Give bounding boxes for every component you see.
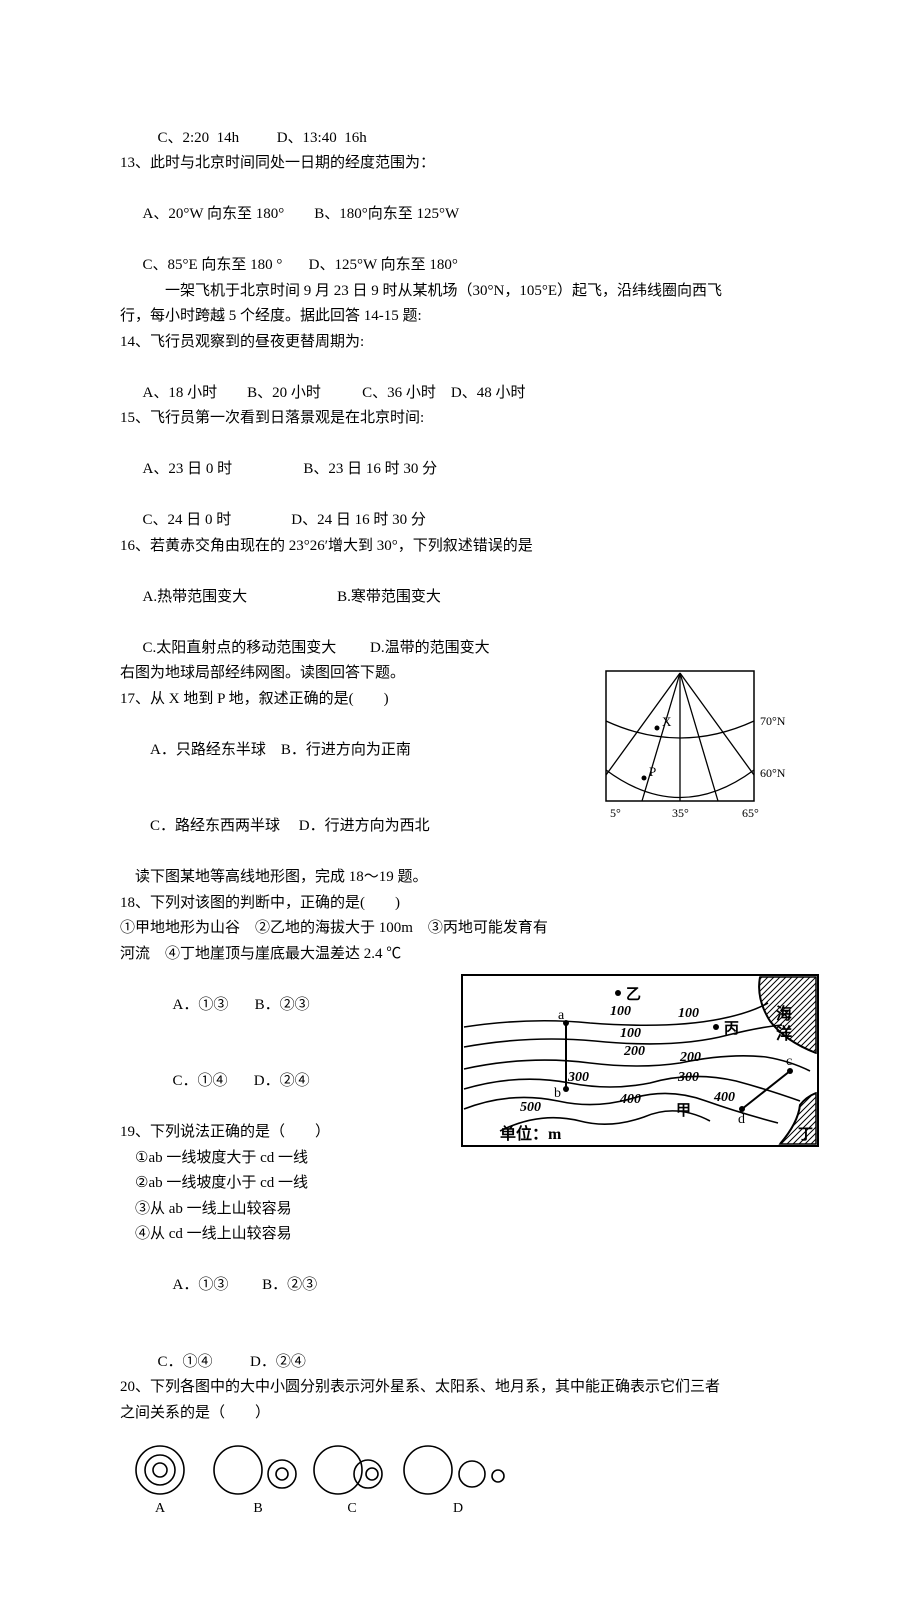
svg-text:5°: 5° <box>610 806 621 820</box>
q15-optD: D、24 日 16 时 30 分 <box>291 512 426 528</box>
q20-figure: A B C D <box>120 1438 800 1518</box>
q19-opts-row1: A．①③ B．②③ <box>120 1248 460 1325</box>
q19-opt4: ④从 cd 一线上山较容易 <box>120 1222 460 1248</box>
q19-opt3: ③从 ab 一线上山较容易 <box>120 1197 460 1223</box>
q14-optD: D、48 小时 <box>451 385 526 401</box>
q14-opts: A、18 小时 B、20 小时 C、36 小时 D、48 小时 <box>120 355 800 406</box>
q19-opt1: ①ab 一线坡度大于 cd 一线 <box>120 1146 460 1172</box>
svg-text:b: b <box>554 1086 561 1101</box>
q17-optD: D．行进方向为西北 <box>299 818 430 834</box>
svg-text:单位：m: 单位：m <box>500 1124 562 1143</box>
q15-stem: 15、飞行员第一次看到日落景观是在北京时间: <box>120 406 800 432</box>
svg-text:200: 200 <box>623 1044 645 1059</box>
q18-line2: 河流 ④丁地崖顶与崖底最大温差达 2.4 ℃ <box>120 942 800 968</box>
svg-text:400: 400 <box>619 1092 641 1107</box>
svg-text:C: C <box>347 1501 356 1516</box>
svg-text:35°: 35° <box>672 806 689 820</box>
q17-optA: A．只路经东半球 <box>150 742 266 758</box>
svg-text:300: 300 <box>677 1070 699 1085</box>
q15-opts-row2: C、24 日 0 时 D、24 日 16 时 30 分 <box>120 483 800 534</box>
q16-opts-row1: A.热带范围变大 B.寒带范围变大 <box>120 559 800 610</box>
passage14-line1: 一架飞机于北京时间 9 月 23 日 9 时从某机场（30°N，105°E）起飞… <box>120 279 800 305</box>
svg-text:100: 100 <box>678 1006 699 1021</box>
q15-opts-row1: A、23 日 0 时 B、23 日 16 时 30 分 <box>120 432 800 483</box>
svg-text:A: A <box>155 1501 166 1516</box>
svg-text:100: 100 <box>610 1004 631 1019</box>
q13-optA: A、20°W 向东至 180° <box>143 206 285 222</box>
q13-optC: C、85°E 向东至 180 ° <box>143 257 283 273</box>
q13-opts-row2: C、85°E 向东至 180 ° D、125°W 向东至 180° <box>120 228 800 279</box>
q16-opts-row2: C.太阳直射点的移动范围变大 D.温带的范围变大 <box>120 610 800 661</box>
q18-optD: D．②④ <box>254 1073 310 1089</box>
svg-text:70°N: 70°N <box>760 714 786 728</box>
q19-opts-row2: C．①④ D．②④ <box>120 1324 800 1375</box>
q18-opts-row2: C．①④ D．②④ <box>120 1044 460 1121</box>
q13-optB: B、180°向东至 125°W <box>314 206 459 222</box>
svg-text:乙: 乙 <box>626 987 641 1003</box>
svg-text:d: d <box>738 1112 745 1127</box>
q18-line1: ①甲地地形为山谷 ②乙地的海拔大于 100m ③丙地可能发育有 <box>120 916 800 942</box>
q19-optB: B．②③ <box>262 1277 317 1293</box>
contour-figure: 100 100 100 200 200 300 300 400 400 500 … <box>460 967 820 1148</box>
q14-optC: C、36 小时 <box>362 385 436 401</box>
q19-optC: C．①④ <box>158 1354 213 1370</box>
svg-text:500: 500 <box>520 1100 541 1115</box>
q13-optD: D、125°W 向东至 180° <box>309 257 458 273</box>
svg-text:c: c <box>786 1054 792 1069</box>
svg-text:甲: 甲 <box>676 1102 691 1119</box>
q14-optA: A、18 小时 <box>143 385 218 401</box>
svg-text:300: 300 <box>567 1070 589 1085</box>
q16-stem: 16、若黄赤交角由现在的 23°26′增大到 30°，下列叙述错误的是 <box>120 534 800 560</box>
svg-text:100: 100 <box>620 1026 641 1041</box>
q18-opts-row1: A．①③ B．②③ <box>120 967 460 1044</box>
globe-figure: X P 70°N 60°N 5° 35° 65° <box>600 665 800 830</box>
q16-optB: B.寒带范围变大 <box>337 589 441 605</box>
q15-optB: B、23 日 16 时 30 分 <box>303 461 437 477</box>
q12-optC: C、2:20 14h <box>158 130 240 146</box>
q18-optA: A．①③ <box>173 997 229 1013</box>
svg-text:D: D <box>453 1501 463 1516</box>
passage14-line2: 行，每小时跨越 5 个经度。据此回答 14-15 题: <box>120 304 800 330</box>
q14-optB: B、20 小时 <box>247 385 321 401</box>
q16-optC: C.太阳直射点的移动范围变大 <box>143 640 337 656</box>
q19-opt2: ②ab 一线坡度小于 cd 一线 <box>120 1171 460 1197</box>
q19-optA: A．①③ <box>173 1277 229 1293</box>
svg-text:200: 200 <box>679 1050 701 1065</box>
svg-text:a: a <box>558 1008 565 1023</box>
svg-text:B: B <box>253 1501 262 1516</box>
q18-optB: B．②③ <box>255 997 310 1013</box>
q19-stem: 19、下列说法正确的是（ ） <box>120 1120 460 1146</box>
q18-optC: C．①④ <box>173 1073 228 1089</box>
svg-text:60°N: 60°N <box>760 766 786 780</box>
svg-text:X: X <box>662 714 672 729</box>
svg-text:65°: 65° <box>742 806 759 820</box>
q19-optD: D．②④ <box>250 1354 306 1370</box>
svg-text:洋: 洋 <box>776 1024 792 1043</box>
svg-text:丁: 丁 <box>798 1127 813 1143</box>
q15-optA: A、23 日 0 时 <box>143 461 233 477</box>
q17-optB: B．行进方向为正南 <box>281 742 411 758</box>
q12-optD: D、13:40 16h <box>277 130 367 146</box>
q16-optA: A.热带范围变大 <box>143 589 248 605</box>
svg-text:P: P <box>649 764 656 779</box>
q18-stem: 18、下列对该图的判断中，正确的是( ) <box>120 891 800 917</box>
q20-stem1: 20、下列各图中的大中小圆分别表示河外星系、太阳系、地月系，其中能正确表示它们三… <box>120 1375 800 1401</box>
q16-optD: D.温带的范围变大 <box>370 640 490 656</box>
q12-options: C、2:20 14h D、13:40 16h <box>120 100 800 151</box>
q17-optC: C．路经东西两半球 <box>150 818 280 834</box>
passage18: 读下图某地等高线地形图，完成 18～19 题。 <box>120 865 800 891</box>
svg-text:400: 400 <box>713 1090 735 1105</box>
sea-label: 海 <box>776 1004 792 1023</box>
q13-opts-row1: A、20°W 向东至 180° B、180°向东至 125°W <box>120 177 800 228</box>
q14-stem: 14、飞行员观察到的昼夜更替周期为: <box>120 330 800 356</box>
svg-text:丙: 丙 <box>724 1020 739 1037</box>
q13-stem: 13、此时与北京时间同处一日期的经度范围为： <box>120 151 800 177</box>
q20-stem2: 之间关系的是（ ） <box>120 1401 800 1427</box>
q15-optC: C、24 日 0 时 <box>143 512 232 528</box>
